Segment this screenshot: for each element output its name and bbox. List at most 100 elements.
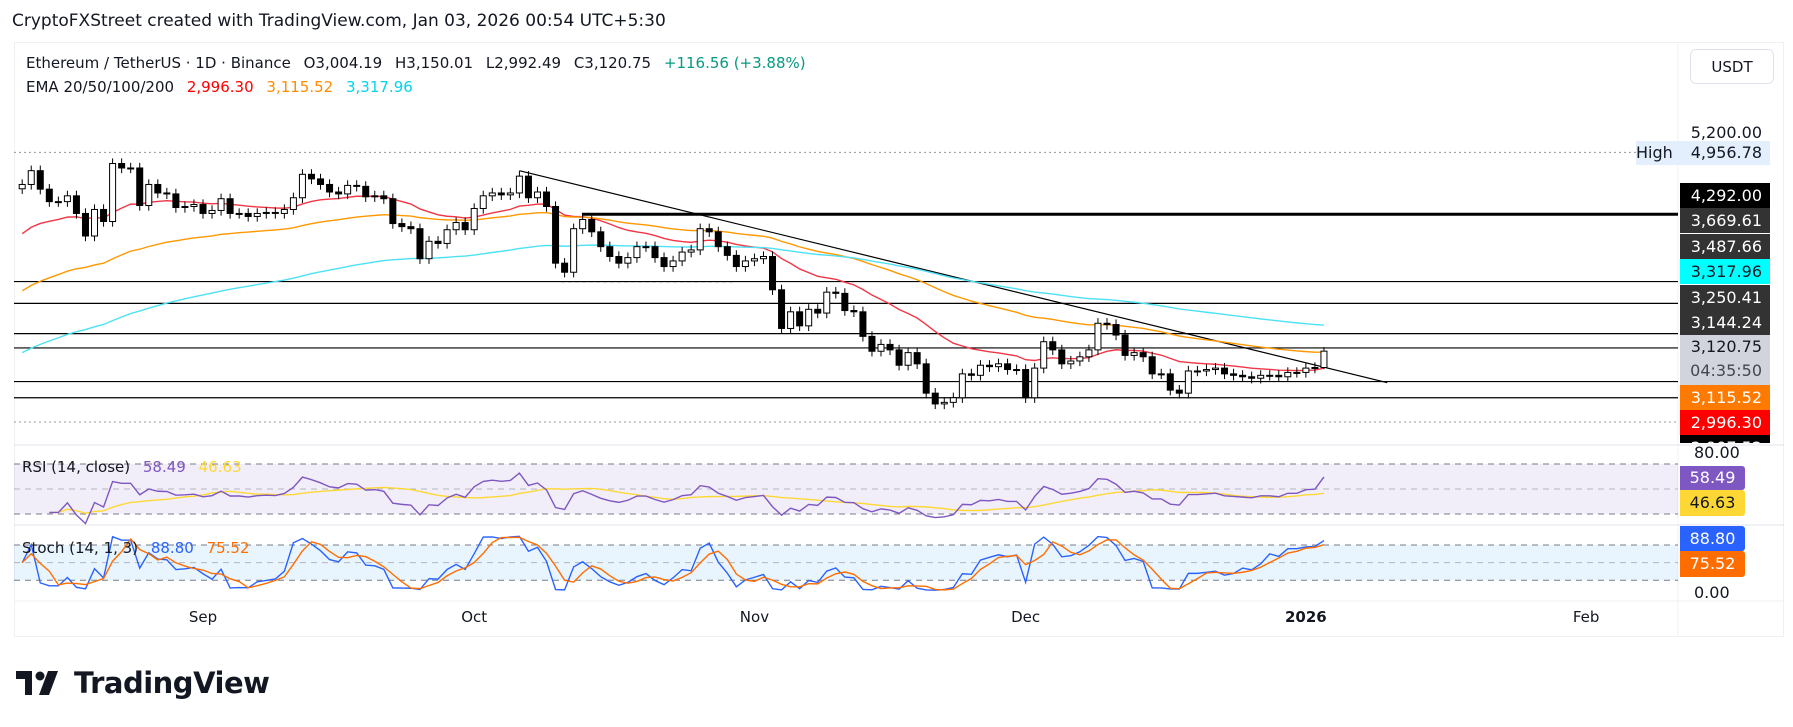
candle <box>633 246 641 259</box>
ema100-line <box>21 244 1324 354</box>
price-tick: 5,200.00 <box>1690 123 1762 142</box>
candle <box>624 257 632 264</box>
candle <box>750 258 758 262</box>
last-price-label: 3,120.75 04:35:50 <box>1680 335 1770 385</box>
candle <box>904 352 912 366</box>
candle <box>922 363 930 394</box>
candle <box>1139 352 1147 358</box>
candle <box>199 204 207 214</box>
candle <box>787 311 795 329</box>
candle <box>497 192 505 196</box>
candle <box>298 173 306 199</box>
rsi-ma-line <box>49 486 1325 514</box>
time-axis-label: Nov <box>739 608 770 626</box>
candle <box>136 167 144 207</box>
candle <box>588 218 596 233</box>
candle <box>181 206 189 209</box>
candle <box>1157 373 1165 376</box>
candle <box>1230 373 1238 376</box>
candle <box>759 255 767 260</box>
candle <box>1049 341 1057 351</box>
candle <box>949 397 957 403</box>
candle <box>72 195 80 214</box>
candle <box>27 170 35 185</box>
stoch-legend: Stoch (14, 1, 3) 88.80 75.52 <box>22 539 250 557</box>
rsi-title[interactable]: RSI (14, close) <box>22 458 131 476</box>
symbol-name[interactable]: Ethereum / TetherUS · 1D · Binance <box>26 54 291 72</box>
candle <box>823 291 831 314</box>
ohlc-open: O3,004.19 <box>303 54 383 72</box>
rsi-legend: RSI (14, close) 58.49 46.63 <box>22 458 242 476</box>
ema20-value: 2,996.30 <box>186 78 254 96</box>
candle <box>253 212 261 217</box>
candle <box>1148 356 1156 375</box>
stoch-k-axis-label: 88.80 <box>1680 526 1745 551</box>
currency-button[interactable]: USDT <box>1690 49 1774 84</box>
ema50-value: 3,115.52 <box>266 78 334 96</box>
ohlc-close: C3,120.75 <box>573 54 652 72</box>
candle <box>895 349 903 366</box>
candle <box>1004 363 1012 371</box>
rsi-axis-label: 58.49 <box>1680 466 1745 490</box>
candle <box>778 289 786 329</box>
tradingview-logo-icon <box>16 671 58 695</box>
ema-title[interactable]: EMA 20/50/100/200 <box>26 78 175 96</box>
price-level-label: 3,144.24 <box>1680 310 1770 335</box>
candle <box>389 198 397 225</box>
candle <box>597 231 605 248</box>
stoch-d-axis-label: 75.52 <box>1680 551 1745 577</box>
candle <box>1121 334 1129 356</box>
candle <box>289 197 297 210</box>
price-level-label: 3,250.41 <box>1680 284 1770 310</box>
candle <box>45 188 53 203</box>
logo-text: TradingView <box>74 666 270 700</box>
ema-legend: EMA 20/50/100/200 2,996.30 3,115.52 3,31… <box>26 78 413 96</box>
candle <box>235 212 243 215</box>
time-axis-label: 2026 <box>1285 608 1327 626</box>
candle <box>434 240 442 244</box>
candle <box>190 204 198 208</box>
candle <box>18 183 26 190</box>
tradingview-logo[interactable]: TradingView <box>16 666 270 700</box>
candle <box>687 249 695 253</box>
ohlc-high: H3,150.01 <box>395 54 474 72</box>
candle <box>1022 369 1030 399</box>
candle <box>515 175 523 194</box>
candle <box>208 209 216 214</box>
candle <box>741 260 749 268</box>
ema20-line <box>21 195 1325 372</box>
candle <box>1103 322 1111 326</box>
candle <box>488 192 496 197</box>
stoch-d-line <box>21 536 1325 591</box>
price-level-label: 3,487.66 <box>1680 233 1770 259</box>
price-change: +116.56 (+3.88%) <box>663 54 806 72</box>
candle <box>317 178 325 185</box>
candle <box>344 184 352 195</box>
candle <box>841 292 849 312</box>
candle <box>552 206 560 264</box>
candle <box>796 311 804 327</box>
candle <box>850 310 858 313</box>
candle <box>967 373 975 376</box>
candle <box>398 223 406 228</box>
candle <box>561 262 569 273</box>
candle <box>262 211 270 214</box>
stoch-title[interactable]: Stoch (14, 1, 3) <box>22 539 139 557</box>
candle <box>769 255 777 291</box>
candle <box>1293 371 1301 374</box>
candle <box>217 198 225 211</box>
candle <box>470 207 478 231</box>
candle <box>127 167 135 170</box>
rsi-ma-axis-label: 46.63 <box>1680 490 1745 516</box>
symbol-legend: Ethereum / TetherUS · 1D · Binance O3,00… <box>26 54 806 72</box>
time-axis-label: Dec <box>1011 608 1041 626</box>
candle <box>931 392 939 405</box>
candle <box>642 246 650 249</box>
candle <box>1175 389 1183 394</box>
candle <box>380 195 388 200</box>
candle <box>461 222 469 231</box>
candle <box>1239 374 1247 378</box>
stoch-axis-tick: 0.00 <box>1694 583 1730 598</box>
candle <box>91 208 99 237</box>
